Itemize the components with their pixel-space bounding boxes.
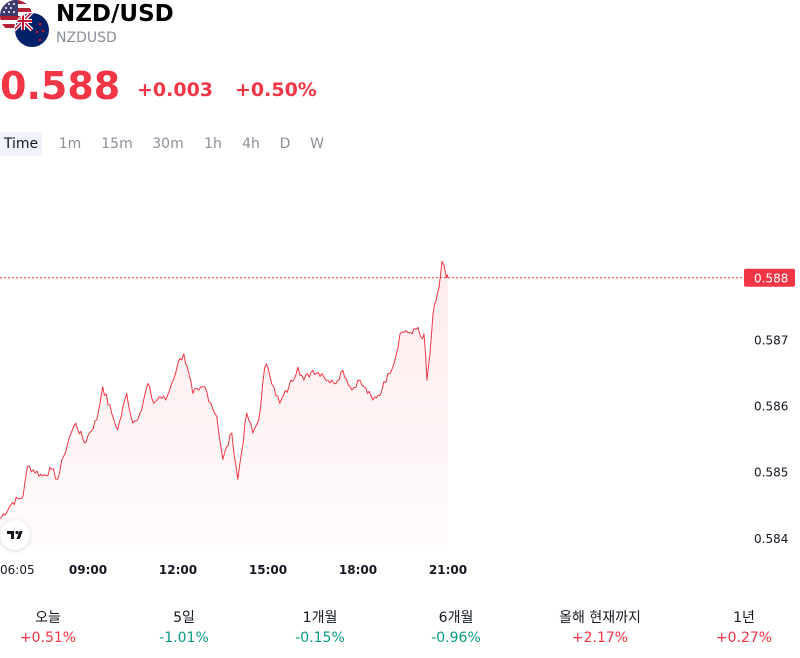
x-tick-label: 15:00 xyxy=(249,563,287,577)
symbol-code: NZDUSD xyxy=(56,30,117,46)
y-tick-label: 0.586 xyxy=(754,400,788,414)
perf-value: -0.15% xyxy=(295,630,345,646)
tradingview-logo-icon[interactable] xyxy=(0,520,30,550)
perf-label: 1개월 xyxy=(302,610,338,626)
x-tick-label: 21:00 xyxy=(429,563,467,577)
y-tick-label: 0.587 xyxy=(754,334,788,348)
price-change-percent: +0.50% xyxy=(235,79,317,101)
perf-1y[interactable]: 1년 +0.27% xyxy=(684,608,800,648)
perf-5d[interactable]: 5일 -1.01% xyxy=(124,608,244,648)
last-price-label-bg xyxy=(744,268,795,287)
perf-label: 6개월 xyxy=(438,610,474,626)
perf-value: +0.51% xyxy=(19,630,77,646)
perf-label: 1년 xyxy=(733,610,755,626)
tab-4h[interactable]: 4h xyxy=(242,136,260,152)
perf-value: +2.17% xyxy=(571,630,629,646)
y-tick-label: 0.584 xyxy=(754,532,788,546)
perf-value: +0.27% xyxy=(715,630,773,646)
series-area xyxy=(0,261,448,545)
page-title: NZD/USD xyxy=(56,1,174,27)
y-tick-label: 0.585 xyxy=(754,466,788,480)
perf-label: 5일 xyxy=(173,610,195,626)
price-chart[interactable]: 0.588 0.584 0.585 0.586 0.587 06:05 09:00 12:… xyxy=(0,170,800,590)
x-tick-label: 09:00 xyxy=(69,563,107,577)
perf-1m[interactable]: 1개월 -0.15% xyxy=(260,608,380,648)
last-price-label: 0.588 xyxy=(754,271,788,285)
current-price: 0.588 xyxy=(0,64,121,108)
tab-w[interactable]: W xyxy=(310,136,324,152)
tab-1m[interactable]: 1m xyxy=(58,136,82,152)
perf-label: 오늘 xyxy=(35,610,61,626)
series-line xyxy=(0,260,449,520)
tab-15m[interactable]: 15m xyxy=(101,136,133,152)
perf-6m[interactable]: 6개월 -0.96% xyxy=(396,608,516,648)
tab-time[interactable]: Time xyxy=(0,132,42,156)
tab-1h[interactable]: 1h xyxy=(204,136,222,152)
x-tick-label: 18:00 xyxy=(339,563,377,577)
perf-value: -0.96% xyxy=(431,630,481,646)
perf-today[interactable]: 오늘 +0.51% xyxy=(0,608,108,648)
x-tick-label: 06:05 xyxy=(0,563,35,577)
performance-strip: 오늘 +0.51% 5일 -1.01% 1개월 -0.15% 6개월 -0.96… xyxy=(0,608,800,658)
tab-30m[interactable]: 30m xyxy=(152,136,184,152)
x-tick-label: 12:00 xyxy=(159,563,197,577)
price-change: +0.003 xyxy=(137,79,214,101)
perf-label: 올해 현재까지 xyxy=(559,610,641,626)
perf-ytd[interactable]: 올해 현재까지 +2.17% xyxy=(540,608,660,648)
currency-flags-icon xyxy=(0,0,50,48)
tab-d[interactable]: D xyxy=(279,136,291,152)
perf-value: -1.01% xyxy=(159,630,209,646)
